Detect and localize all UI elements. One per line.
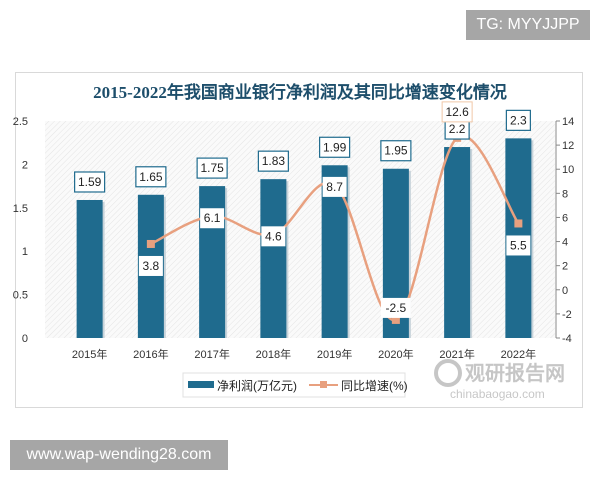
y-right-tick: 14 bbox=[562, 116, 574, 128]
x-tick-label: 2022年 bbox=[501, 347, 536, 361]
legend-line-marker bbox=[320, 381, 327, 388]
line-label-box bbox=[506, 235, 531, 256]
logo-cn: 观研报告网 bbox=[465, 361, 565, 385]
bar-label: 2.3 bbox=[510, 113, 527, 127]
logo-watermark: 观研报告网 chinabaogao.com bbox=[434, 359, 565, 401]
y-left-tick: 0 bbox=[22, 333, 28, 345]
y-left-tick: 2.5 bbox=[13, 116, 28, 128]
line-marker bbox=[391, 315, 400, 324]
bar bbox=[260, 179, 287, 338]
line-label-box bbox=[380, 297, 411, 318]
x-tick-label: 2021年 bbox=[439, 347, 474, 361]
bar-label-box bbox=[196, 157, 228, 179]
x-tick-label: 2018年 bbox=[256, 347, 291, 361]
line-label: 5.5 bbox=[510, 238, 527, 252]
line-label: -2.5 bbox=[386, 301, 407, 315]
line-label-box bbox=[200, 208, 225, 229]
legend-box bbox=[182, 372, 406, 398]
y-left-tick: 1 bbox=[22, 246, 28, 258]
bar-label: 1.75 bbox=[200, 161, 224, 175]
y-right-tick: 8 bbox=[562, 188, 568, 200]
x-tick-label: 2020年 bbox=[378, 347, 413, 361]
legend-bar-swatch bbox=[188, 381, 214, 388]
y-right-tick: -4 bbox=[562, 333, 572, 345]
line-label: 6.1 bbox=[204, 211, 221, 225]
legend: 净利润(万亿元) 同比增速(%) bbox=[182, 372, 408, 398]
line-label: 3.8 bbox=[143, 259, 160, 273]
x-tick-label: 2015年 bbox=[72, 347, 107, 361]
bar-label: 2.2 bbox=[449, 122, 466, 136]
y-right-tick: -2 bbox=[562, 309, 572, 321]
line-label: 4.6 bbox=[265, 229, 282, 243]
plot-area bbox=[45, 121, 555, 338]
logo-icon bbox=[434, 359, 462, 387]
line-label: 8.7 bbox=[326, 180, 343, 194]
x-tick-label: 2019年 bbox=[317, 347, 352, 361]
bar-label-box bbox=[135, 166, 167, 188]
line-label-box bbox=[322, 176, 347, 197]
bar-label-box bbox=[74, 171, 106, 193]
y-right-tick: 12 bbox=[562, 140, 574, 152]
y-left-tick: 0.5 bbox=[13, 290, 28, 302]
watermark-site: www.wap-wending28.com bbox=[10, 440, 228, 470]
line-marker bbox=[146, 239, 155, 248]
chart-title: 2015-2022年我国商业银行净利润及其同比增速变化情况 bbox=[93, 82, 507, 102]
y-right-tick: 2 bbox=[562, 261, 568, 273]
bar bbox=[444, 147, 471, 338]
bar-label-box bbox=[319, 136, 351, 158]
logo-en: chinabaogao.com bbox=[450, 387, 545, 401]
y-right-tick: 0 bbox=[562, 285, 568, 297]
legend-line-label: 同比增速(%) bbox=[341, 379, 408, 393]
bar bbox=[76, 199, 103, 338]
line-label: 12.6 bbox=[445, 105, 469, 119]
y-right-tick: 6 bbox=[562, 212, 568, 224]
y-left-tick: 1.5 bbox=[13, 203, 28, 215]
y-left-tick: 2 bbox=[22, 159, 28, 171]
legend-bar-label: 净利润(万亿元) bbox=[217, 378, 297, 393]
line-label-box bbox=[138, 255, 163, 276]
bar-label: 1.99 bbox=[323, 140, 347, 154]
watermark-tg: TG: MYYJJPP bbox=[466, 10, 590, 40]
line-label-box bbox=[441, 101, 473, 123]
bar-label-box bbox=[380, 140, 412, 162]
line-label-box bbox=[261, 226, 286, 247]
bar-label: 1.59 bbox=[78, 175, 102, 189]
bar-label: 1.65 bbox=[139, 170, 163, 184]
bar-label-box bbox=[505, 109, 531, 131]
bar-label: 1.95 bbox=[384, 144, 408, 158]
line-marker bbox=[514, 219, 523, 228]
y-right-tick: 10 bbox=[562, 164, 574, 176]
x-tick-label: 2016年 bbox=[133, 347, 168, 361]
bar-label: 1.83 bbox=[262, 154, 286, 168]
x-tick-label: 2017年 bbox=[194, 347, 229, 361]
bar-label-box bbox=[257, 150, 289, 172]
y-right-tick: 4 bbox=[562, 237, 568, 249]
